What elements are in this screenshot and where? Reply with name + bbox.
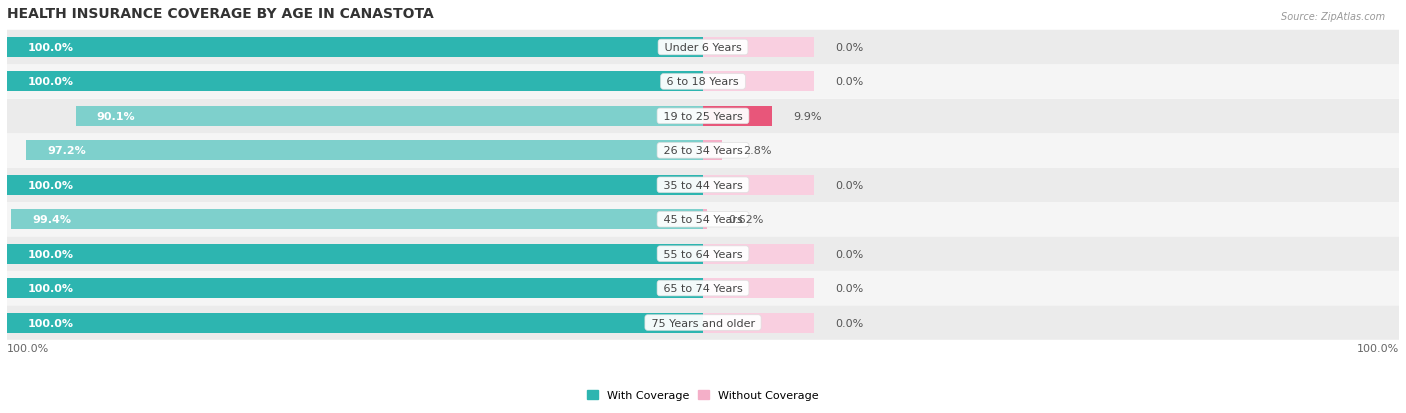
FancyBboxPatch shape [7,31,1399,65]
Bar [703,278,814,298]
FancyBboxPatch shape [7,237,1399,271]
Text: 97.2%: 97.2% [48,146,86,156]
Text: 90.1%: 90.1% [97,112,135,121]
Text: 45 to 54 Years: 45 to 54 Years [659,215,747,225]
FancyBboxPatch shape [7,100,1399,134]
Text: 100.0%: 100.0% [28,283,75,293]
Legend: With Coverage, Without Coverage: With Coverage, Without Coverage [582,386,824,405]
Bar [7,278,703,298]
Text: 75 Years and older: 75 Years and older [648,318,758,328]
Bar [7,244,703,264]
Text: 2.8%: 2.8% [744,146,772,156]
Text: 0.62%: 0.62% [728,215,763,225]
Bar [703,72,814,92]
Text: 0.0%: 0.0% [835,249,863,259]
Text: 9.9%: 9.9% [793,112,821,121]
Text: 55 to 64 Years: 55 to 64 Years [659,249,747,259]
Bar [703,244,814,264]
Text: 100.0%: 100.0% [28,180,75,190]
Text: 0.0%: 0.0% [835,77,863,87]
FancyBboxPatch shape [7,134,1399,168]
Text: 100.0%: 100.0% [28,318,75,328]
Text: 100.0%: 100.0% [7,343,49,354]
Bar [703,107,772,126]
Text: 100.0%: 100.0% [28,249,75,259]
Text: 100.0%: 100.0% [28,43,75,53]
Bar [703,176,814,195]
FancyBboxPatch shape [7,271,1399,306]
Text: 26 to 34 Years: 26 to 34 Years [659,146,747,156]
FancyBboxPatch shape [7,65,1399,100]
Bar [7,38,703,58]
Text: 6 to 18 Years: 6 to 18 Years [664,77,742,87]
Bar [27,141,703,161]
FancyBboxPatch shape [7,202,1399,237]
FancyBboxPatch shape [7,306,1399,340]
Text: Under 6 Years: Under 6 Years [661,43,745,53]
Text: 0.0%: 0.0% [835,180,863,190]
Text: HEALTH INSURANCE COVERAGE BY AGE IN CANASTOTA: HEALTH INSURANCE COVERAGE BY AGE IN CANA… [7,7,433,21]
Bar [7,176,703,195]
Bar [703,313,814,333]
Text: 100.0%: 100.0% [1357,343,1399,354]
Text: Source: ZipAtlas.com: Source: ZipAtlas.com [1281,12,1385,22]
Text: 0.0%: 0.0% [835,318,863,328]
Bar [703,210,707,230]
Bar [76,107,703,126]
Text: 0.0%: 0.0% [835,283,863,293]
Text: 19 to 25 Years: 19 to 25 Years [659,112,747,121]
Text: 35 to 44 Years: 35 to 44 Years [659,180,747,190]
Text: 65 to 74 Years: 65 to 74 Years [659,283,747,293]
FancyBboxPatch shape [7,168,1399,202]
Text: 99.4%: 99.4% [32,215,70,225]
Text: 0.0%: 0.0% [835,43,863,53]
Text: 100.0%: 100.0% [28,77,75,87]
Bar [703,141,723,161]
Bar [7,72,703,92]
Bar [7,313,703,333]
Bar [11,210,703,230]
Bar [703,38,814,58]
